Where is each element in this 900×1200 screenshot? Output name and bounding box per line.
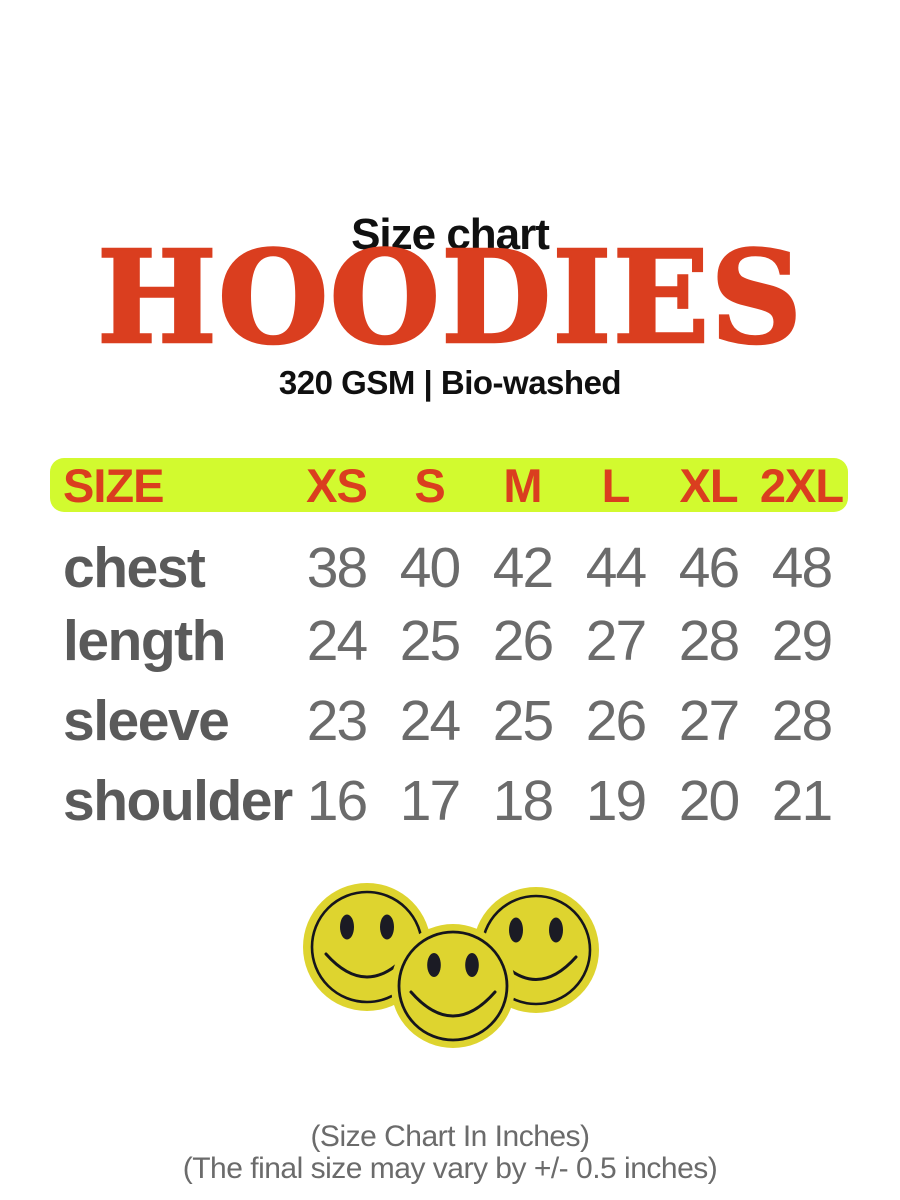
size-value-cell: 44 (585, 536, 647, 600)
caption-units: (Size Chart In Inches) (310, 1120, 590, 1153)
size-header-xs: XS (306, 459, 368, 512)
smiley-faces-icon (278, 850, 628, 1080)
size-value-cell: 16 (306, 769, 368, 833)
size-header-s: S (414, 459, 445, 512)
size-value-cell: 20 (678, 769, 740, 833)
size-value-cell: 28 (771, 689, 833, 753)
size-header-xl: XL (679, 459, 738, 512)
measurement-label: shoulder (63, 769, 293, 833)
caption-tolerance: (The final size may vary by +/- 0.5 inch… (182, 1152, 718, 1185)
size-value-cell: 24 (399, 689, 461, 753)
size-column-header: SIZE (63, 459, 164, 512)
size-value-cell: 48 (771, 536, 833, 600)
measurement-row-chest: chest 38 40 42 44 46 48 (50, 535, 848, 600)
size-header-2xl: 2XL (759, 459, 844, 512)
size-value-cell: 28 (678, 609, 740, 673)
size-value-cell: 42 (492, 536, 554, 600)
size-header-l: L (601, 459, 631, 512)
measurement-label: length (63, 609, 226, 673)
size-value-cell: 17 (399, 769, 461, 833)
smiley-face-front (391, 924, 515, 1048)
size-value-cell: 19 (585, 769, 647, 833)
measurement-label: sleeve (63, 689, 230, 753)
size-value-cell: 46 (678, 536, 740, 600)
size-value-cell: 27 (585, 609, 647, 673)
measurement-row-sleeve: sleeve 23 24 25 26 27 28 (50, 688, 848, 753)
size-value-cell: 18 (492, 769, 554, 833)
size-value-cell: 40 (399, 536, 461, 600)
page-kicker: Size chart (351, 210, 550, 259)
size-value-cell: 26 (492, 609, 554, 673)
size-table-header-row: SIZE XS S M L XL 2XL (50, 458, 848, 512)
page-subtitle: 320 GSM | Bio-washed (278, 364, 622, 401)
size-value-cell: 24 (306, 609, 368, 673)
size-header-m: M (503, 459, 542, 512)
size-value-cell: 25 (492, 689, 554, 753)
size-value-cell: 38 (306, 536, 368, 600)
size-value-cell: 26 (585, 689, 647, 753)
measurement-row-shoulder: shoulder 16 17 18 19 20 21 (50, 768, 848, 833)
size-value-cell: 29 (771, 609, 833, 673)
size-value-cell: 27 (678, 689, 740, 753)
size-value-cell: 25 (399, 609, 461, 673)
size-value-cell: 21 (771, 769, 833, 833)
measurement-label: chest (63, 536, 206, 600)
size-value-cell: 23 (306, 689, 368, 753)
measurement-row-length: length 24 25 26 27 28 29 (50, 608, 848, 673)
page-title: HOODIES (96, 223, 804, 372)
